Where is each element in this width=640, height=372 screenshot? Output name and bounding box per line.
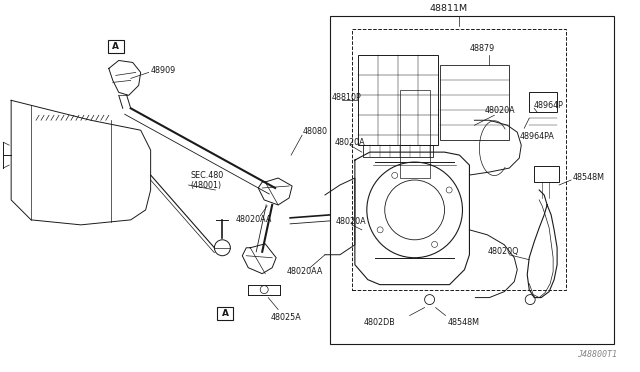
Bar <box>352 29 566 290</box>
Text: 48020Q: 48020Q <box>488 247 519 256</box>
Text: 48020A: 48020A <box>484 106 515 115</box>
Bar <box>330 16 614 344</box>
Bar <box>400 90 429 178</box>
Text: 48025A: 48025A <box>270 313 301 322</box>
Text: 48811M: 48811M <box>429 4 468 13</box>
Text: A: A <box>222 309 229 318</box>
Text: 48548M: 48548M <box>573 173 605 182</box>
Text: (48001): (48001) <box>191 180 221 189</box>
Bar <box>529 92 557 112</box>
Text: 48879: 48879 <box>469 44 495 53</box>
Bar <box>534 166 559 182</box>
Bar <box>440 65 509 140</box>
Text: 4802DB: 4802DB <box>364 318 396 327</box>
Text: 48020AA: 48020AA <box>287 267 323 276</box>
Text: 48964PA: 48964PA <box>519 132 554 141</box>
Text: 48020A: 48020A <box>336 217 367 227</box>
Bar <box>363 145 433 157</box>
Text: 48020AA: 48020AA <box>236 215 272 224</box>
Text: A: A <box>112 42 119 51</box>
Text: J48800T1: J48800T1 <box>577 350 617 359</box>
Text: 48810P: 48810P <box>332 93 362 102</box>
Text: 48909: 48909 <box>150 66 176 75</box>
Text: 48964P: 48964P <box>533 101 563 110</box>
Text: 48080: 48080 <box>303 127 328 136</box>
Text: SEC.480: SEC.480 <box>191 170 224 180</box>
Text: 48548M: 48548M <box>447 318 479 327</box>
Text: 48020A: 48020A <box>335 138 365 147</box>
Bar <box>358 55 438 145</box>
